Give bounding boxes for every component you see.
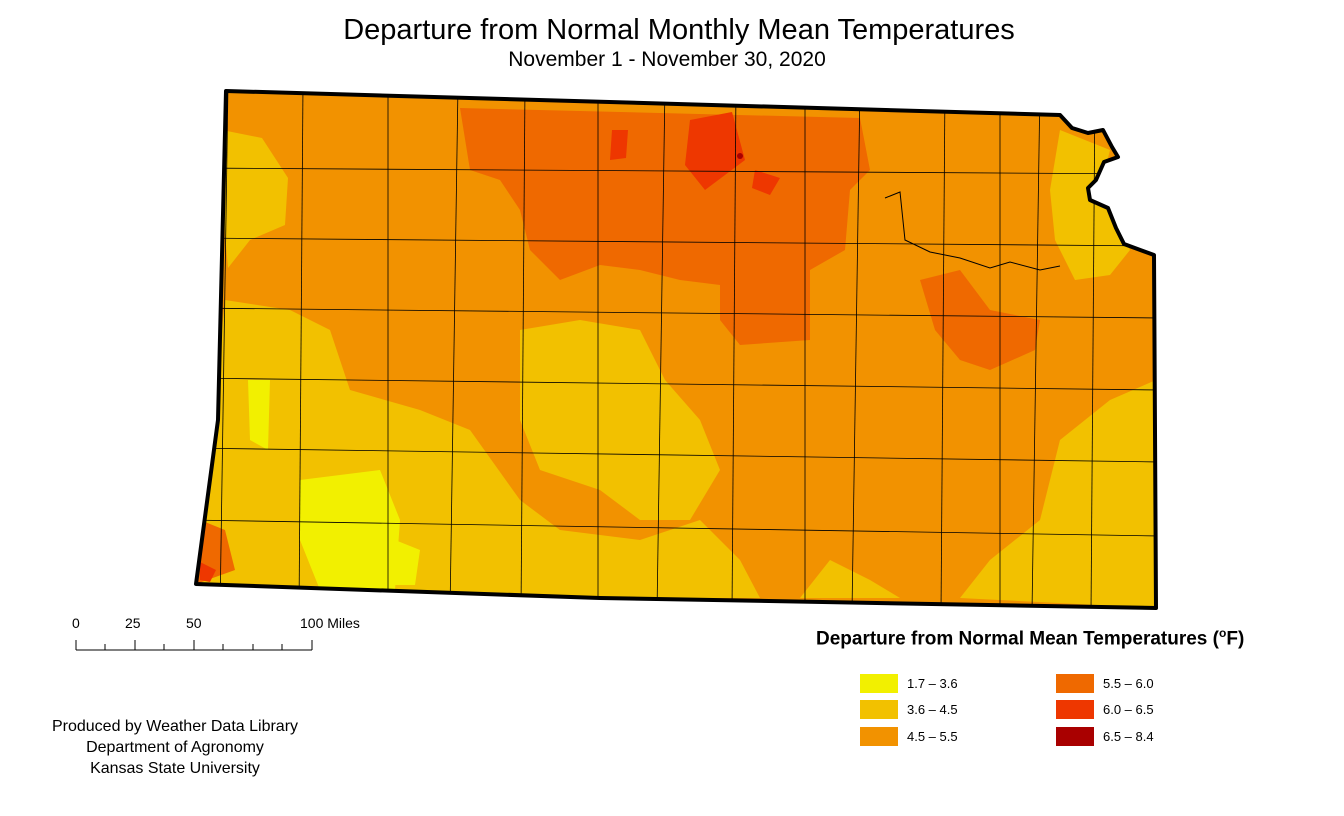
- scale-ticks: [75, 640, 313, 651]
- zone-northeast: [1050, 130, 1130, 280]
- legend-title-degree: o: [1218, 626, 1227, 640]
- zone-meade-seward: [300, 470, 400, 590]
- credits: Produced by Weather Data Library Departm…: [20, 716, 330, 779]
- legend-item: 5.5 – 6.0: [1056, 674, 1216, 694]
- credits-line-2: Department of Agronomy: [86, 739, 264, 756]
- county-line-horizontal: [196, 237, 1156, 247]
- county-line-horizontal: [196, 519, 1156, 537]
- scale-bar: 0 25 50 100 Miles: [60, 614, 390, 658]
- county-line-vertical: [219, 91, 229, 608]
- county-line-vertical: [1090, 91, 1096, 608]
- zone-republic: [685, 112, 745, 190]
- legend-swatch: [1056, 727, 1094, 746]
- legend-swatch: [860, 727, 898, 746]
- zone-ford: [395, 540, 420, 585]
- county-line-horizontal: [196, 167, 1156, 175]
- legend-swatch: [1056, 700, 1094, 719]
- zone-northwest: [222, 130, 288, 268]
- legend-item: 6.5 – 8.4: [1056, 727, 1216, 747]
- county-line-vertical: [520, 91, 526, 608]
- county-line-vertical: [656, 91, 666, 608]
- legend-label: 5.5 – 6.0: [1103, 676, 1154, 691]
- county-line-horizontal: [196, 447, 1156, 463]
- county-line-vertical: [731, 91, 737, 608]
- legend-swatch: [1056, 674, 1094, 693]
- legend-item: 3.6 – 4.5: [860, 700, 1020, 720]
- zones-6-5-to-8-4: [737, 153, 743, 159]
- county-line-horizontal: [196, 377, 1156, 391]
- legend-swatch: [860, 700, 898, 719]
- legend-title-close: ): [1237, 628, 1245, 650]
- legend-label: 6.5 – 8.4: [1103, 729, 1154, 744]
- zone-jewell-east: [752, 170, 780, 195]
- zone-central: [520, 320, 720, 520]
- legend-label: 3.6 – 4.5: [907, 702, 958, 717]
- scale-label-50: 50: [186, 615, 202, 631]
- legend-title-text: Departure from Normal Mean Temperatures …: [816, 628, 1219, 650]
- zone-southeast: [960, 380, 1156, 608]
- map-subtitle: November 1 - November 30, 2020: [508, 48, 826, 71]
- credits-line-1: Produced by Weather Data Library: [51, 718, 299, 735]
- county-line-vertical: [449, 91, 459, 608]
- zone-stanton: [248, 380, 270, 450]
- scale-label-0: 0: [72, 615, 80, 631]
- legend-item: 6.0 – 6.5: [1056, 700, 1216, 720]
- legend-label: 6.0 – 6.5: [1103, 702, 1154, 717]
- zones-1-7-to-3-6: [248, 380, 420, 590]
- county-line-vertical: [851, 91, 861, 608]
- legend-title: Departure from Normal Mean Temperatures …: [816, 621, 1316, 651]
- legend-label: 4.5 – 5.5: [907, 729, 958, 744]
- missouri-river-boundary: [884, 191, 1061, 271]
- zone-morton: [200, 562, 216, 582]
- zones-6-0-to-6-5: [200, 112, 780, 582]
- county-line-vertical: [1031, 91, 1041, 608]
- zone-jewell: [610, 130, 628, 160]
- scale-label-100: 100 Miles: [300, 615, 360, 631]
- county-line-vertical: [940, 91, 946, 608]
- legend-swatch: [860, 674, 898, 693]
- scale-label-25: 25: [125, 615, 141, 631]
- county-line-vertical: [298, 91, 304, 608]
- credits-line-3: Kansas State University: [90, 760, 260, 777]
- zone-east-central: [920, 270, 1040, 370]
- zone-north-central: [460, 108, 870, 345]
- map-title: Departure from Normal Monthly Mean Tempe…: [343, 14, 1015, 46]
- legend-item: 1.7 – 3.6: [860, 674, 1020, 694]
- legend-title-unit: F: [1226, 628, 1238, 650]
- zone-max-north: [737, 153, 743, 159]
- legend-label: 1.7 – 3.6: [907, 676, 958, 691]
- zone-south-center: [800, 560, 900, 598]
- county-boundaries: [196, 91, 1156, 608]
- county-line-horizontal: [196, 307, 1156, 319]
- legend-item: 4.5 – 5.5: [860, 727, 1020, 747]
